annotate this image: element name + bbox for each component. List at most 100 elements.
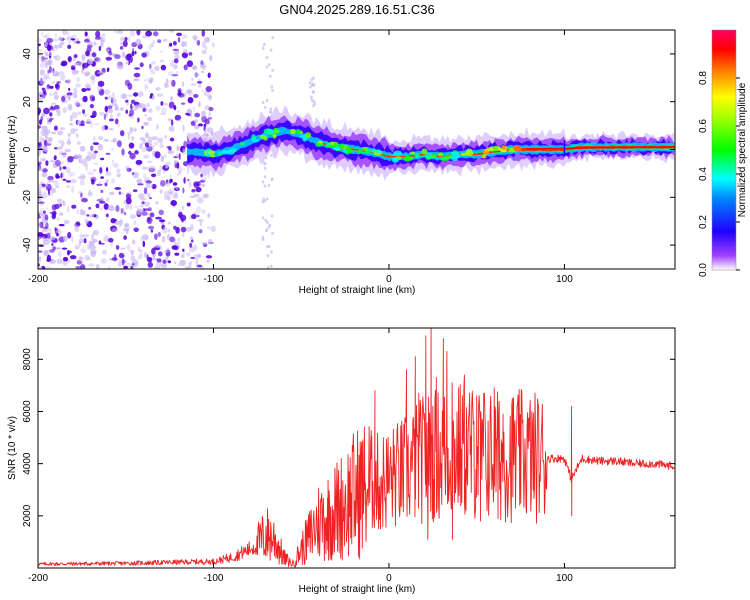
- noise-blob: [44, 59, 51, 66]
- ridge-blob: [263, 128, 272, 135]
- noise-blob: [67, 32, 70, 36]
- ridge-blob: [483, 149, 489, 155]
- noise-blob: [110, 218, 117, 224]
- noise-blob: [47, 69, 50, 74]
- noise-blob: [76, 141, 81, 145]
- noise-blob: [168, 107, 174, 110]
- noise-blob: [186, 108, 193, 114]
- noise-blob: [38, 38, 42, 42]
- noise-blob: [265, 229, 268, 233]
- noise-blob: [207, 213, 211, 218]
- noise-blob: [261, 216, 265, 220]
- noise-blob: [109, 191, 115, 196]
- noise-blob: [134, 67, 141, 70]
- noise-blob: [70, 38, 76, 41]
- noise-blob: [126, 94, 134, 97]
- noise-blob: [38, 232, 44, 237]
- noise-blob: [154, 266, 160, 269]
- noise-blob: [198, 229, 203, 234]
- noise-blob: [193, 94, 199, 98]
- noise-blob: [140, 235, 145, 242]
- ridge-blob: [451, 155, 458, 162]
- noise-blob: [116, 168, 121, 174]
- noise-blob: [57, 130, 64, 136]
- noise-blob: [95, 203, 100, 209]
- noise-blob: [189, 242, 193, 248]
- noise-blob: [67, 104, 73, 111]
- noise-blob: [72, 58, 76, 61]
- snr-y-tick-label: 6000: [22, 400, 33, 423]
- noise-blob: [154, 151, 161, 159]
- noise-blob: [167, 221, 172, 225]
- noise-blob: [84, 161, 88, 168]
- noise-blob: [136, 30, 141, 36]
- noise-blob: [119, 219, 124, 226]
- noise-blob: [160, 180, 166, 187]
- noise-blob: [45, 182, 49, 187]
- noise-blob: [124, 37, 128, 41]
- noise-blob: [81, 175, 86, 179]
- noise-blob: [67, 156, 74, 163]
- noise-blob: [60, 74, 66, 81]
- noise-blob: [175, 70, 179, 74]
- noise-blob: [143, 154, 150, 159]
- noise-blob: [181, 52, 188, 59]
- noise-blob: [76, 133, 79, 138]
- noise-blob: [78, 241, 81, 246]
- noise-blob: [128, 249, 135, 253]
- ridge-core: [525, 146, 675, 150]
- noise-blob: [312, 99, 316, 104]
- noise-blob: [171, 59, 174, 64]
- noise-blob: [67, 249, 70, 256]
- noise-blob: [91, 52, 97, 58]
- noise-blob: [271, 231, 274, 235]
- noise-blob: [77, 111, 82, 115]
- noise-blob: [177, 37, 181, 43]
- noise-blob: [41, 35, 48, 39]
- noise-blob: [67, 206, 70, 213]
- noise-blob: [310, 78, 314, 82]
- noise-blob: [70, 178, 77, 184]
- colorbar-label: Normalized spectral amplitude: [737, 82, 748, 217]
- noise-blob: [107, 108, 114, 114]
- noise-blob: [49, 85, 54, 89]
- noise-blob: [142, 35, 148, 39]
- noise-blob: [87, 192, 94, 197]
- noise-blob: [182, 167, 186, 170]
- noise-blob: [201, 30, 206, 37]
- noise-blob: [191, 77, 194, 82]
- noise-blob: [135, 208, 143, 216]
- noise-blob: [262, 197, 266, 201]
- noise-blob: [143, 187, 148, 195]
- noise-blob: [147, 165, 154, 173]
- noise-blob: [48, 66, 52, 73]
- noise-blob: [92, 110, 97, 118]
- noise-blob: [93, 123, 100, 126]
- noise-blob: [81, 197, 88, 203]
- ridge-blob: [493, 145, 500, 151]
- noise-blob: [98, 207, 104, 210]
- noise-blob: [38, 222, 43, 228]
- noise-blob: [177, 170, 182, 175]
- ridge-blob: [421, 148, 428, 155]
- noise-blob: [90, 121, 93, 128]
- noise-blob: [41, 229, 48, 233]
- noise-blob: [129, 214, 137, 220]
- noise-blob: [68, 87, 71, 91]
- noise-blob: [270, 214, 274, 218]
- noise-blob: [63, 219, 70, 225]
- noise-blob: [129, 126, 133, 134]
- snr-y-label: SNR (10 * v/v): [7, 416, 18, 480]
- noise-blob: [147, 192, 151, 198]
- noise-blob: [97, 143, 104, 151]
- noise-blob: [41, 125, 48, 131]
- noise-blob: [38, 216, 42, 219]
- noise-blob: [39, 79, 46, 85]
- noise-blob: [160, 50, 163, 53]
- noise-blob: [123, 199, 127, 205]
- noise-blob: [202, 41, 206, 48]
- noise-blob: [39, 62, 45, 69]
- noise-blob: [187, 89, 194, 97]
- noise-blob: [154, 65, 160, 71]
- ridge-blob: [217, 152, 223, 156]
